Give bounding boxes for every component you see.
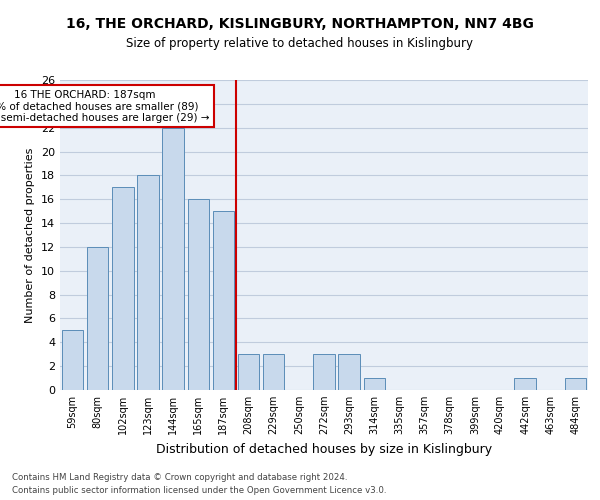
Bar xyxy=(112,188,134,390)
Text: 16, THE ORCHARD, KISLINGBURY, NORTHAMPTON, NN7 4BG: 16, THE ORCHARD, KISLINGBURY, NORTHAMPTO… xyxy=(66,18,534,32)
Text: Contains public sector information licensed under the Open Government Licence v3: Contains public sector information licen… xyxy=(12,486,386,495)
Bar xyxy=(313,354,335,390)
X-axis label: Distribution of detached houses by size in Kislingbury: Distribution of detached houses by size … xyxy=(156,442,492,456)
Bar xyxy=(565,378,586,390)
Text: 16 THE ORCHARD: 187sqm
← 75% of detached houses are smaller (89)
25% of semi-det: 16 THE ORCHARD: 187sqm ← 75% of detached… xyxy=(0,90,209,122)
Bar xyxy=(364,378,385,390)
Bar xyxy=(263,354,284,390)
Text: Contains HM Land Registry data © Crown copyright and database right 2024.: Contains HM Land Registry data © Crown c… xyxy=(12,474,347,482)
Bar xyxy=(188,199,209,390)
Bar xyxy=(514,378,536,390)
Bar xyxy=(137,176,158,390)
Bar xyxy=(62,330,83,390)
Bar xyxy=(163,128,184,390)
Text: Size of property relative to detached houses in Kislingbury: Size of property relative to detached ho… xyxy=(127,38,473,51)
Y-axis label: Number of detached properties: Number of detached properties xyxy=(25,148,35,322)
Bar xyxy=(213,211,234,390)
Bar xyxy=(87,247,109,390)
Bar xyxy=(338,354,360,390)
Bar xyxy=(238,354,259,390)
